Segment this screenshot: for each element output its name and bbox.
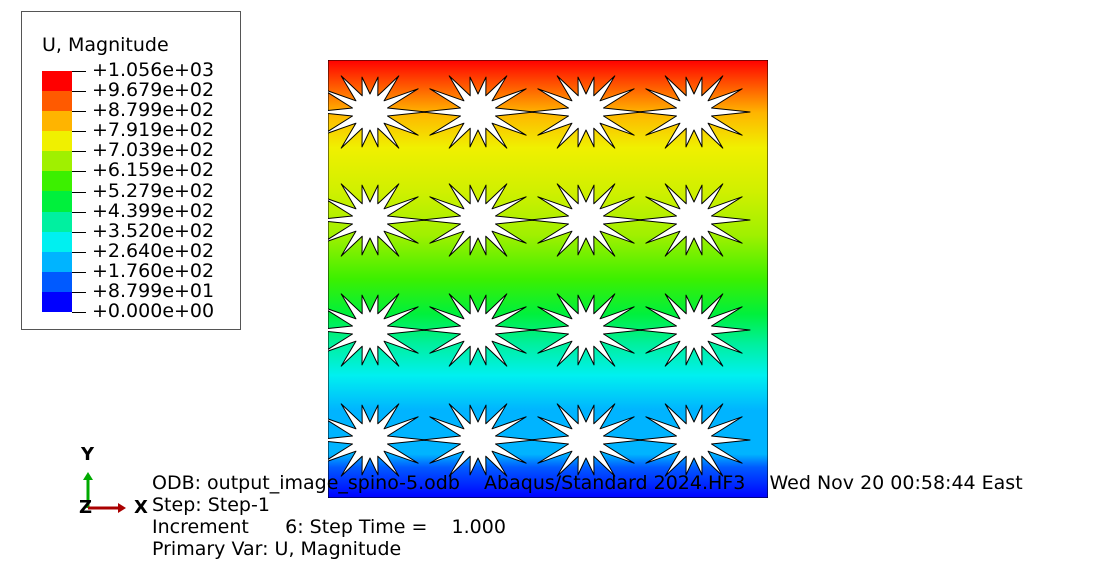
info-block: ODB: output_image_spino-5.odb Abaqus/Sta… xyxy=(152,472,1023,582)
hole xyxy=(637,75,751,149)
increment-line: Increment 6: Step Time = 1.000 xyxy=(152,516,506,538)
scale-level-label: +3.520e+02 xyxy=(92,219,215,242)
color-band xyxy=(42,151,72,172)
hole xyxy=(421,183,535,257)
legend-panel: U, Magnitude +1.056e+03 +9.679e+02 +8.799e… xyxy=(21,11,241,330)
color-band xyxy=(42,271,72,292)
legend-title: U, Magnitude xyxy=(42,34,169,56)
hole xyxy=(328,183,427,257)
scale-tick xyxy=(72,251,86,253)
hole xyxy=(328,403,427,477)
hole xyxy=(529,293,643,367)
scale-level-label: +7.039e+02 xyxy=(92,139,215,162)
scale-tick xyxy=(72,271,86,273)
hole xyxy=(328,293,427,367)
hole xyxy=(637,293,751,367)
color-band xyxy=(42,291,72,312)
scale-tick xyxy=(72,71,86,72)
hole xyxy=(529,75,643,149)
hole xyxy=(421,403,535,477)
scale-tick xyxy=(72,291,86,293)
axis-triad: Y Z X xyxy=(78,444,158,524)
scale-level-label: +1.056e+03 xyxy=(92,59,215,81)
scale-level-label: +2.640e+02 xyxy=(92,239,215,262)
scale-ticks xyxy=(72,71,90,313)
axis-arrows xyxy=(83,472,126,513)
hole xyxy=(328,75,427,149)
scale-tick xyxy=(72,191,86,193)
scale-level-label: +7.919e+02 xyxy=(92,119,215,142)
scale-tick xyxy=(72,211,86,213)
axis-x-label: X xyxy=(134,497,148,518)
scale-tick xyxy=(72,111,86,113)
spinodal-holes xyxy=(328,75,751,477)
scale-level-label: +6.159e+02 xyxy=(92,159,215,182)
color-band xyxy=(42,231,72,252)
scale-level-label: +8.799e+02 xyxy=(92,99,215,122)
hole xyxy=(421,293,535,367)
axis-z-label: Z xyxy=(79,497,93,518)
scale-level-label: +5.279e+02 xyxy=(92,179,215,202)
color-band xyxy=(42,191,72,212)
scale-level-label: +0.000e+00 xyxy=(92,300,215,322)
contour-plot xyxy=(328,60,768,498)
color-scale xyxy=(42,71,72,312)
color-band xyxy=(42,91,72,112)
scale-tick xyxy=(72,312,86,313)
scale-tick xyxy=(72,151,86,153)
scale-level-label: +8.799e+01 xyxy=(92,279,215,302)
scale-level-label: +9.679e+02 xyxy=(92,79,215,102)
color-band xyxy=(42,171,72,192)
scale-tick xyxy=(72,231,86,233)
hole xyxy=(529,183,643,257)
axis-y-label: Y xyxy=(81,444,95,465)
color-band xyxy=(42,211,72,232)
odb-line: ODB: output_image_spino-5.odb Abaqus/Sta… xyxy=(152,472,1023,494)
color-band xyxy=(42,111,72,132)
primary-var-line: Primary Var: U, Magnitude xyxy=(152,538,402,560)
color-band xyxy=(42,251,72,272)
scale-tick xyxy=(72,91,86,93)
hole xyxy=(637,183,751,257)
hole xyxy=(529,403,643,477)
scale-tick xyxy=(72,171,86,173)
color-band xyxy=(42,131,72,152)
color-band xyxy=(42,71,72,92)
scale-tick xyxy=(72,131,86,133)
scale-level-label: +1.760e+02 xyxy=(92,259,215,282)
hole xyxy=(421,75,535,149)
scale-level-label: +4.399e+02 xyxy=(92,199,215,222)
hole xyxy=(637,403,751,477)
step-line: Step: Step-1 xyxy=(152,494,270,516)
